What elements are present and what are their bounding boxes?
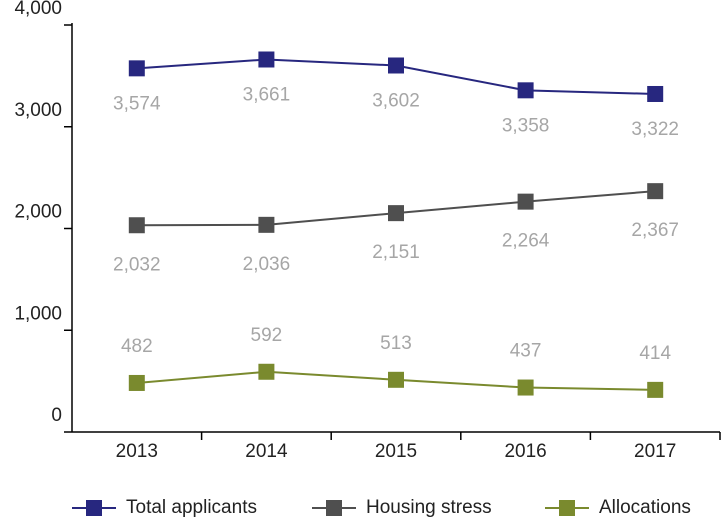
data-point xyxy=(128,217,145,234)
legend-marker xyxy=(326,500,342,516)
value-label: 2,036 xyxy=(243,254,291,275)
data-point xyxy=(517,82,534,99)
data-point xyxy=(128,60,145,77)
data-point xyxy=(647,183,664,200)
data-point xyxy=(517,379,534,396)
data-point xyxy=(258,51,275,68)
y-tick-label: 4,000 xyxy=(14,0,62,19)
legend-marker xyxy=(559,500,575,516)
value-label: 592 xyxy=(251,325,283,346)
value-label: 2,264 xyxy=(502,231,550,252)
value-label: 2,032 xyxy=(113,254,161,275)
value-label: 414 xyxy=(639,343,671,364)
y-tick-label: 2,000 xyxy=(14,202,62,223)
x-tick-label: 2014 xyxy=(245,441,288,462)
value-label: 3,602 xyxy=(372,91,420,112)
x-tick-label: 2015 xyxy=(375,441,417,462)
value-label: 482 xyxy=(121,336,153,357)
legend-label: Housing stress xyxy=(366,497,492,518)
value-label: 3,358 xyxy=(502,115,550,136)
y-tick-label: 3,000 xyxy=(14,100,62,121)
data-point xyxy=(258,216,275,233)
data-point xyxy=(388,205,404,222)
data-point xyxy=(388,57,404,74)
data-point xyxy=(517,193,534,210)
y-tick-label: 0 xyxy=(51,405,62,426)
value-label: 2,367 xyxy=(631,220,679,241)
x-tick-label: 2017 xyxy=(634,441,676,462)
data-point xyxy=(647,381,664,398)
value-label: 3,322 xyxy=(631,119,679,140)
value-label: 3,661 xyxy=(243,85,291,106)
value-label: 437 xyxy=(510,341,542,362)
legend-label: Allocations xyxy=(599,497,691,518)
y-tick-label: 1,000 xyxy=(14,303,62,324)
value-label: 2,151 xyxy=(372,242,420,263)
x-tick-label: 2016 xyxy=(504,441,546,462)
value-label: 3,574 xyxy=(113,93,161,114)
data-point xyxy=(388,371,404,388)
legend-label: Total applicants xyxy=(126,497,257,518)
legend-marker xyxy=(86,500,102,516)
value-label: 513 xyxy=(380,333,412,354)
data-point xyxy=(647,85,664,102)
x-tick-label: 2013 xyxy=(116,441,158,462)
data-point xyxy=(258,363,275,380)
data-point xyxy=(128,374,145,391)
